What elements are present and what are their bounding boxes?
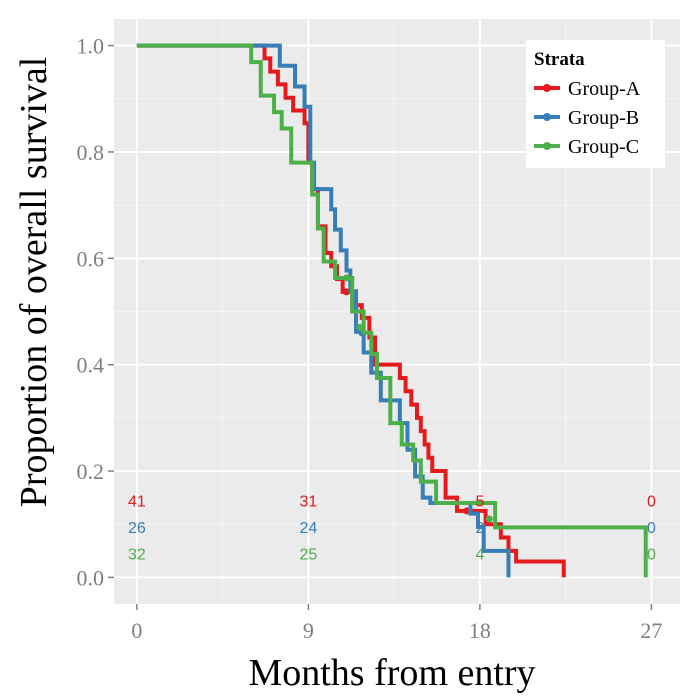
censor-mark-group-c bbox=[342, 274, 350, 282]
y-axis-title: Proportion of overall survival bbox=[13, 57, 55, 508]
risk-count-group-b: 2 bbox=[475, 520, 484, 537]
survival-curve-group-c bbox=[136, 43, 648, 578]
censor-mark-group-c bbox=[476, 499, 484, 507]
censor-mark-group-c bbox=[356, 323, 364, 331]
risk-count-group-b: 0 bbox=[647, 520, 656, 537]
legend-title: Strata bbox=[534, 49, 585, 70]
risk-count-group-b: 24 bbox=[299, 520, 317, 537]
x-tick-label: 18 bbox=[469, 618, 491, 643]
x-axis-title: Months from entry bbox=[248, 652, 535, 694]
risk-count-group-a: 5 bbox=[475, 493, 484, 510]
risk-count-group-a: 41 bbox=[128, 493, 146, 510]
x-tick-label: 9 bbox=[303, 618, 314, 643]
y-tick-label: 1.0 bbox=[77, 34, 105, 59]
legend-marker-group-b bbox=[543, 113, 551, 121]
risk-count-group-c: 0 bbox=[647, 546, 656, 563]
risk-count-group-c: 25 bbox=[299, 546, 317, 563]
x-tick-label: 0 bbox=[131, 618, 142, 643]
y-tick-label: 0.2 bbox=[77, 459, 105, 484]
y-tick-label: 0.4 bbox=[77, 353, 105, 378]
risk-count-group-a: 0 bbox=[647, 493, 656, 510]
censor-mark-group-a bbox=[342, 288, 350, 296]
x-tick-label: 27 bbox=[640, 618, 662, 643]
y-tick-label: 0.0 bbox=[77, 565, 105, 590]
censor-mark-group-a bbox=[463, 507, 471, 515]
risk-count-group-a: 31 bbox=[299, 493, 317, 510]
legend-label-group-c: Group-C bbox=[568, 136, 639, 158]
risk-count-group-c: 4 bbox=[475, 546, 484, 563]
y-tick-label: 0.6 bbox=[77, 246, 105, 271]
risk-count-group-b: 26 bbox=[128, 520, 146, 537]
censor-mark-group-c bbox=[485, 515, 493, 523]
legend-label-group-b: Group-B bbox=[568, 107, 639, 129]
legend-marker-group-c bbox=[543, 142, 551, 150]
risk-count-group-c: 32 bbox=[128, 546, 146, 563]
y-tick-label: 0.8 bbox=[77, 140, 105, 165]
legend-marker-group-a bbox=[543, 84, 551, 92]
legend-label-group-a: Group-A bbox=[568, 78, 641, 100]
